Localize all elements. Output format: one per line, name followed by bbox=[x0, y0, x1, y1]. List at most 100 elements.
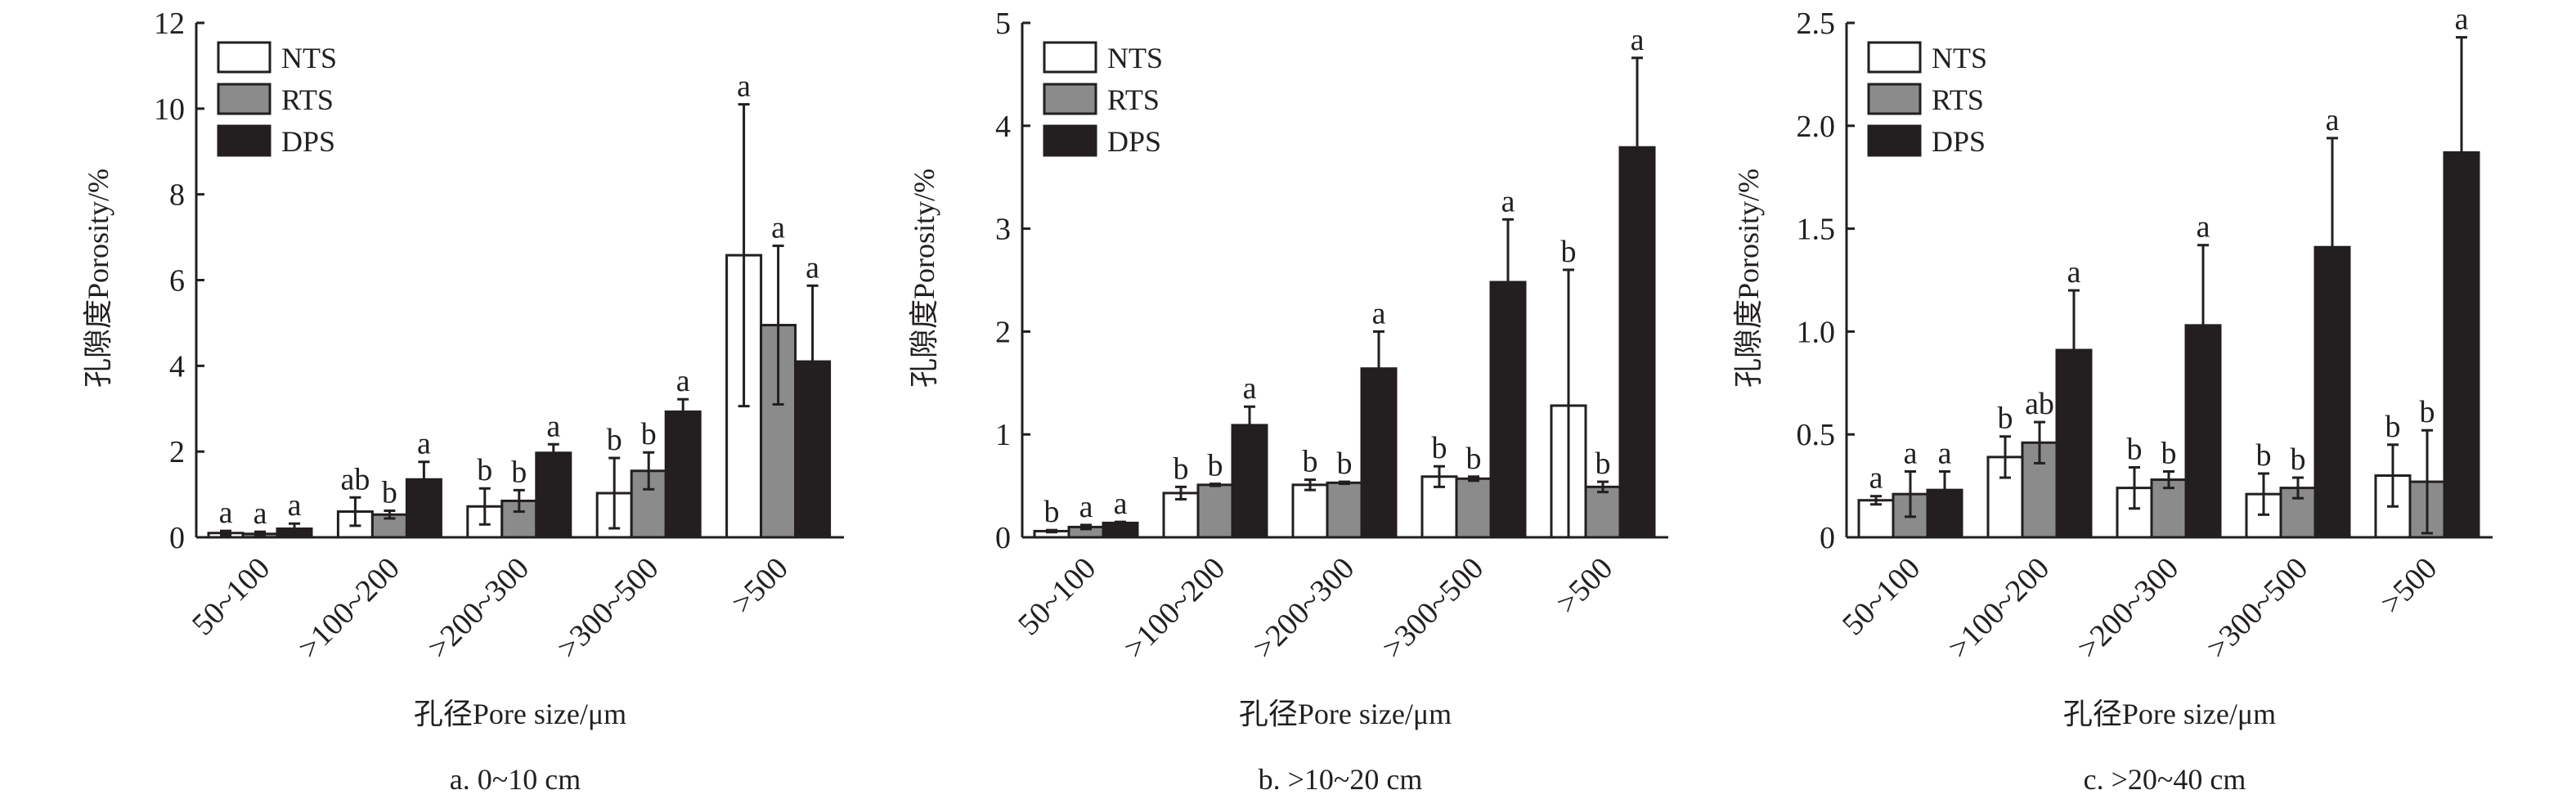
legend-label: DPS bbox=[1107, 125, 1161, 158]
significance-letter: b bbox=[1998, 402, 2013, 436]
significance-letter: a bbox=[1079, 490, 1093, 524]
y-tick-label: 4 bbox=[995, 110, 1011, 144]
y-tick-label: 2 bbox=[169, 435, 185, 469]
x-tick-label: >300~500 bbox=[551, 551, 666, 666]
legend-label: DPS bbox=[1932, 125, 1986, 158]
significance-letter: a bbox=[1372, 296, 1386, 330]
y-tick-label: 0.5 bbox=[1797, 418, 1836, 452]
y-tick-label: 2.0 bbox=[1797, 110, 1836, 144]
y-tick-label: 8 bbox=[169, 178, 185, 213]
x-tick-label: >100~200 bbox=[1117, 551, 1232, 666]
x-tick-label: >500 bbox=[725, 551, 795, 621]
significance-letter: b bbox=[641, 417, 657, 451]
significance-letter: a bbox=[1114, 487, 1128, 521]
significance-letter: b bbox=[477, 453, 492, 487]
x-tick-label: >300~500 bbox=[2200, 551, 2314, 666]
legend-swatch-dps bbox=[1867, 124, 1922, 157]
x-axis-title: 孔径Pore size/μm bbox=[2063, 698, 2276, 730]
legend-label: NTS bbox=[281, 42, 337, 74]
y-tick-label: 1 bbox=[995, 418, 1011, 452]
y-axis-title: 孔隙度Porosity/% bbox=[908, 168, 940, 388]
legend-label: NTS bbox=[1107, 42, 1163, 74]
bar-nts bbox=[1857, 499, 1895, 539]
legend-swatch-dps bbox=[217, 124, 272, 157]
panel-caption: a. 0~10 cm bbox=[450, 763, 581, 796]
significance-letter: ab bbox=[340, 462, 370, 496]
significance-letter: b bbox=[511, 455, 527, 489]
significance-letter: a bbox=[2455, 2, 2469, 37]
y-tick-label: 0 bbox=[1820, 521, 1835, 555]
panel-caption: b. >10~20 cm bbox=[1259, 763, 1423, 796]
significance-letter: a bbox=[1904, 436, 1918, 470]
bar-dps bbox=[535, 451, 572, 539]
y-axis-title: 孔隙度Porosity/% bbox=[1732, 168, 1765, 388]
significance-letter: a bbox=[676, 364, 690, 398]
significance-letter: b bbox=[2291, 442, 2306, 477]
x-tick-label: >500 bbox=[2374, 551, 2444, 621]
legend-label: RTS bbox=[1932, 83, 1984, 116]
y-tick-label: 0 bbox=[169, 521, 185, 555]
legend-swatch-nts bbox=[1867, 41, 1922, 74]
x-axis-title: 孔径Pore size/μm bbox=[414, 698, 626, 730]
x-tick-label: >100~200 bbox=[1941, 551, 2056, 666]
bar-dps bbox=[664, 410, 702, 539]
y-tick-label: 2.5 bbox=[1797, 7, 1836, 41]
significance-letter: b bbox=[1561, 235, 1577, 269]
legend-swatch-nts bbox=[1043, 41, 1097, 74]
legend-swatch-dps bbox=[1043, 124, 1097, 157]
significance-letter: a bbox=[1938, 436, 1952, 470]
significance-letter: b bbox=[2161, 436, 2177, 470]
significance-letter: ab bbox=[2025, 387, 2054, 421]
significance-letter: a bbox=[546, 409, 560, 443]
significance-letter: b bbox=[382, 476, 397, 510]
legend-label: DPS bbox=[281, 125, 335, 158]
significance-letter: b bbox=[2385, 410, 2401, 444]
significance-letter: b bbox=[1432, 431, 1447, 465]
y-tick-label: 4 bbox=[169, 349, 185, 384]
legend-swatch-rts bbox=[1043, 83, 1097, 115]
significance-letter: a bbox=[1631, 23, 1645, 57]
bar-rts bbox=[1584, 485, 1622, 539]
x-tick-label: >500 bbox=[1550, 551, 1619, 621]
bar-rts bbox=[1455, 477, 1492, 539]
x-axis-title: 孔径Pore size/μm bbox=[1239, 698, 1452, 730]
significance-letter: b bbox=[607, 423, 622, 457]
y-tick-label: 2 bbox=[995, 315, 1011, 349]
legend-swatch-rts bbox=[217, 83, 272, 115]
y-tick-label: 0 bbox=[995, 521, 1011, 555]
significance-letter: b bbox=[1303, 445, 1318, 479]
x-tick-label: 50~100 bbox=[1012, 551, 1102, 642]
y-tick-label: 5 bbox=[995, 7, 1011, 41]
significance-letter: b bbox=[1337, 447, 1353, 481]
significance-letter: a bbox=[2326, 103, 2340, 137]
significance-letter: b bbox=[1044, 495, 1060, 529]
legend-label: NTS bbox=[1932, 42, 1987, 74]
significance-letter: b bbox=[1466, 442, 1482, 476]
y-tick-label: 3 bbox=[995, 213, 1011, 247]
x-tick-label: >200~300 bbox=[2071, 551, 2185, 666]
panel-caption: c. >20~40 cm bbox=[2084, 763, 2246, 796]
y-tick-label: 12 bbox=[154, 7, 185, 41]
y-tick-label: 6 bbox=[169, 264, 185, 299]
significance-letter: a bbox=[771, 211, 785, 245]
x-tick-label: 50~100 bbox=[186, 551, 276, 642]
x-tick-label: >300~500 bbox=[1376, 551, 1490, 666]
significance-letter: a bbox=[288, 488, 302, 523]
y-tick-label: 1.5 bbox=[1797, 213, 1836, 247]
significance-letter: a bbox=[219, 496, 233, 530]
y-tick-label: 1.0 bbox=[1797, 315, 1836, 349]
significance-letter: b bbox=[2256, 438, 2272, 473]
significance-letter: a bbox=[2067, 255, 2081, 290]
legend-swatch-nts bbox=[217, 41, 272, 74]
bar-nts bbox=[1291, 483, 1329, 539]
significance-letter: a bbox=[806, 250, 819, 285]
legend-label: RTS bbox=[1107, 83, 1160, 116]
bar-rts bbox=[1326, 481, 1363, 539]
significance-letter: b bbox=[1208, 449, 1223, 483]
legend-swatch-rts bbox=[1867, 83, 1922, 115]
x-tick-label: 50~100 bbox=[1836, 551, 1927, 642]
